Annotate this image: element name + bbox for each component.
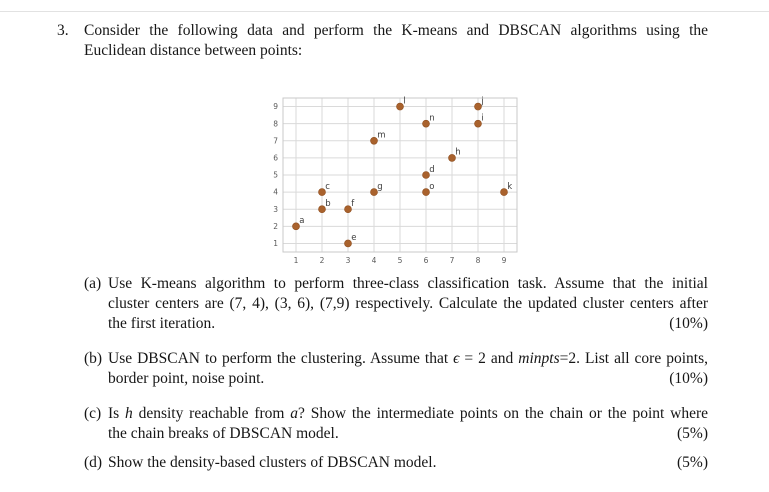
part-b-line-1: Use DBSCAN to perform the clustering. As… [108,349,708,369]
minpts-term: minpts [518,350,560,367]
x-tick-label: 9 [502,256,507,265]
data-point-label: l [403,96,405,106]
part-c-line1-text: Is [108,405,126,422]
data-point [474,119,482,128]
data-point-label: h [455,148,460,158]
data-point-label: a [299,216,304,226]
part-c-line-1: Is h density reachable from a? Show the … [108,404,708,424]
data-point-label: n [429,113,434,123]
question-line-1: Consider the following data and perform … [84,22,708,39]
question-number: 3. [57,22,69,39]
question-line-2: Euclidean distance between points: [84,42,303,59]
point-a-term: a [290,405,299,422]
x-tick-label: 7 [450,256,455,265]
part-c: (c) Is h density reachable from a? Show … [84,404,708,444]
data-point [500,188,508,196]
data-point-label: c [325,182,330,192]
part-c-line-2: the chain breaks of DBSCAN model. [108,425,339,442]
data-point [396,102,404,111]
y-tick-label: 8 [273,119,278,128]
plot-border [282,97,518,253]
part-c-marks: (5%) [677,425,708,442]
y-tick-label: 4 [273,188,278,197]
x-tick-label: 8 [476,256,481,265]
part-a-marks: (10%) [669,315,708,332]
data-point [474,102,482,111]
part-b: (b) Use DBSCAN to perform the clustering… [84,349,708,389]
data-point-label: m [377,131,385,141]
part-b-line1-text: = 2 and [459,350,519,367]
y-tick-label: 6 [273,153,278,162]
data-point [448,154,456,162]
y-tick-label: 5 [273,171,278,180]
y-tick-label: 2 [273,222,278,231]
part-d-label: (d) [84,454,103,471]
part-b-label: (b) [84,350,103,367]
data-point-label: b [325,199,330,209]
part-a-line-1: Use K-means algorithm to perform three-c… [108,275,708,292]
part-b-line-2: border point, noise point. [108,370,265,387]
y-tick-label: 1 [273,239,278,248]
epsilon-symbol: ϵ [453,350,460,367]
point-h-term: h [125,405,133,422]
question-3: 3. Consider the following data and perfo… [57,21,708,61]
data-point [370,188,378,196]
part-a: (a) Use K-means algorithm to perform thr… [84,274,708,334]
data-point-label: f [351,199,355,209]
data-point-label: i [481,113,483,123]
data-point [370,136,378,145]
part-c-label: (c) [84,405,102,422]
data-point-label: k [507,182,512,192]
data-point [318,205,326,214]
part-a-label: (a) [84,275,102,292]
scan-artifact-line [0,11,769,12]
part-b-marks: (10%) [669,370,708,387]
x-tick-label: 2 [320,256,325,265]
data-point-label: d [429,165,434,175]
x-tick-label: 6 [424,256,429,265]
part-d: (d) Show the density-based clusters of D… [84,453,708,473]
part-b-line1-text: =2. List all core points, [559,350,708,367]
scatter-plot: 1 2 3 4 5 6 7 8 9 1 2 3 4 5 6 7 8 9 a bc d e f g h ij k l m n o [273,96,518,265]
part-d-line-1: Show the density-based clusters of DBSCA… [108,454,437,471]
data-point-label: g [377,182,382,192]
y-tick-label: 7 [273,136,278,145]
y-tick-label: 9 [273,102,278,111]
x-tick-label: 1 [294,256,299,265]
part-d-marks: (5%) [677,454,708,471]
part-b-line1-text: Use DBSCAN to perform the clustering. As… [108,350,454,367]
part-c-line1-text: density reachable from [132,405,291,422]
x-tick-label: 5 [398,256,403,265]
data-point [344,205,352,214]
data-point [292,222,300,231]
part-a-line-2: cluster centers are (7, 4), (3, 6), (7,9… [108,295,708,312]
data-point [422,119,430,128]
data-point-label: o [429,182,434,192]
data-point [422,188,430,196]
y-tick-label: 3 [273,205,278,214]
data-point [318,188,326,196]
x-tick-label: 4 [372,256,377,265]
data-point-label: e [351,233,356,243]
data-point [344,239,352,248]
part-a-line-3: the first iteration. [108,315,216,332]
data-point-label: j [480,96,483,106]
part-c-line1-text: ? Show the intermediate points on the ch… [298,405,708,422]
x-tick-label: 3 [346,256,351,265]
data-point [422,171,430,179]
